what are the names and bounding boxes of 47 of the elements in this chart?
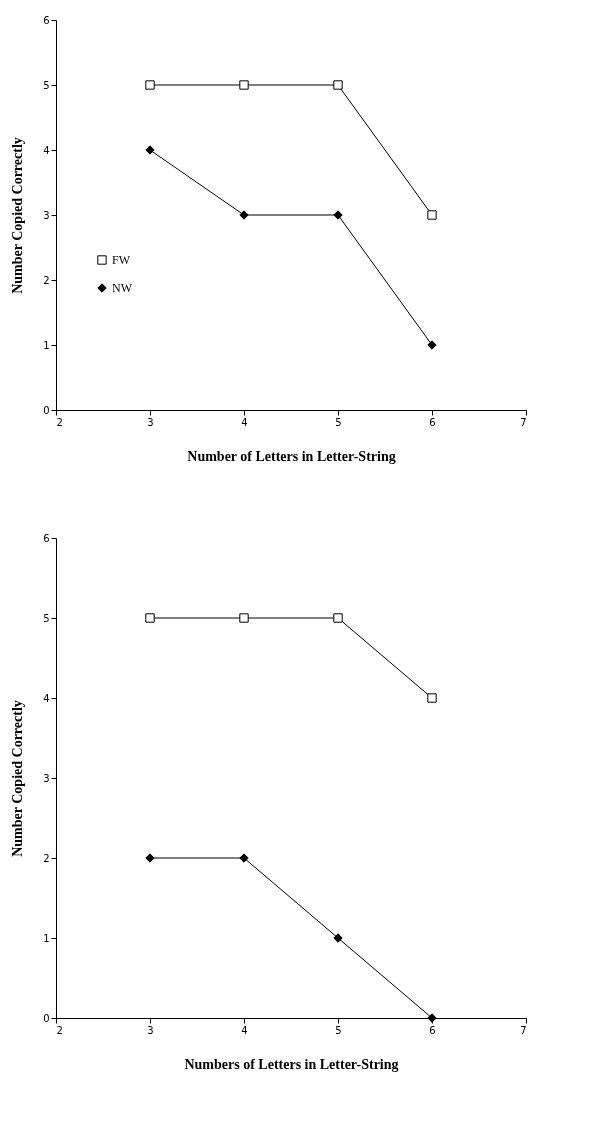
y-tick-label: 3 [43,209,50,221]
y-axis-title: Number Copied Correctly [10,700,26,857]
point [333,613,343,623]
x-tick-label: 4 [241,1024,248,1036]
y-axis-title: Number Copied Correctly [10,137,26,294]
point [333,80,343,90]
point [427,210,437,220]
point [333,933,343,943]
x-axis-title: Numbers of Letters in Letter-String [184,1056,399,1072]
point [427,340,437,350]
point [145,853,155,863]
y-tick-label: 6 [43,14,50,26]
x-tick-label: 7 [520,1024,527,1036]
y-tick-label: 5 [43,79,50,91]
y-tick-label: 4 [43,692,50,704]
y-tick-label: 0 [43,1012,50,1024]
x-tick-label: 5 [335,1024,342,1036]
y-tick-label: 2 [43,274,50,286]
y-tick-label: 4 [43,144,50,156]
point [145,145,155,155]
y-tick-label: 0 [43,404,50,416]
y-tick-label: 1 [43,339,50,351]
point [427,693,437,703]
x-tick-label: 6 [429,1024,436,1036]
x-tick-label: 6 [429,416,436,428]
legend-label: FW [112,253,131,267]
x-tick-label: 3 [147,416,154,428]
y-tick-label: 3 [43,772,50,784]
y-tick-label: 6 [43,532,50,544]
x-tick-label: 2 [56,416,63,428]
point [145,80,155,90]
x-tick-label: 2 [56,1024,63,1036]
point [239,80,249,90]
y-tick-label: 1 [43,932,50,944]
x-tick-label: 7 [520,416,527,428]
x-tick-label: 4 [241,416,248,428]
y-tick-label: 2 [43,852,50,864]
y-tick-label: 5 [43,612,50,624]
legend-label: NW [112,281,133,295]
point [145,613,155,623]
point [239,853,249,863]
point [239,613,249,623]
point [239,210,249,220]
point [333,210,343,220]
x-axis-title: Number of Letters in Letter-String [187,448,396,464]
x-tick-label: 5 [335,416,342,428]
x-tick-label: 3 [147,1024,154,1036]
